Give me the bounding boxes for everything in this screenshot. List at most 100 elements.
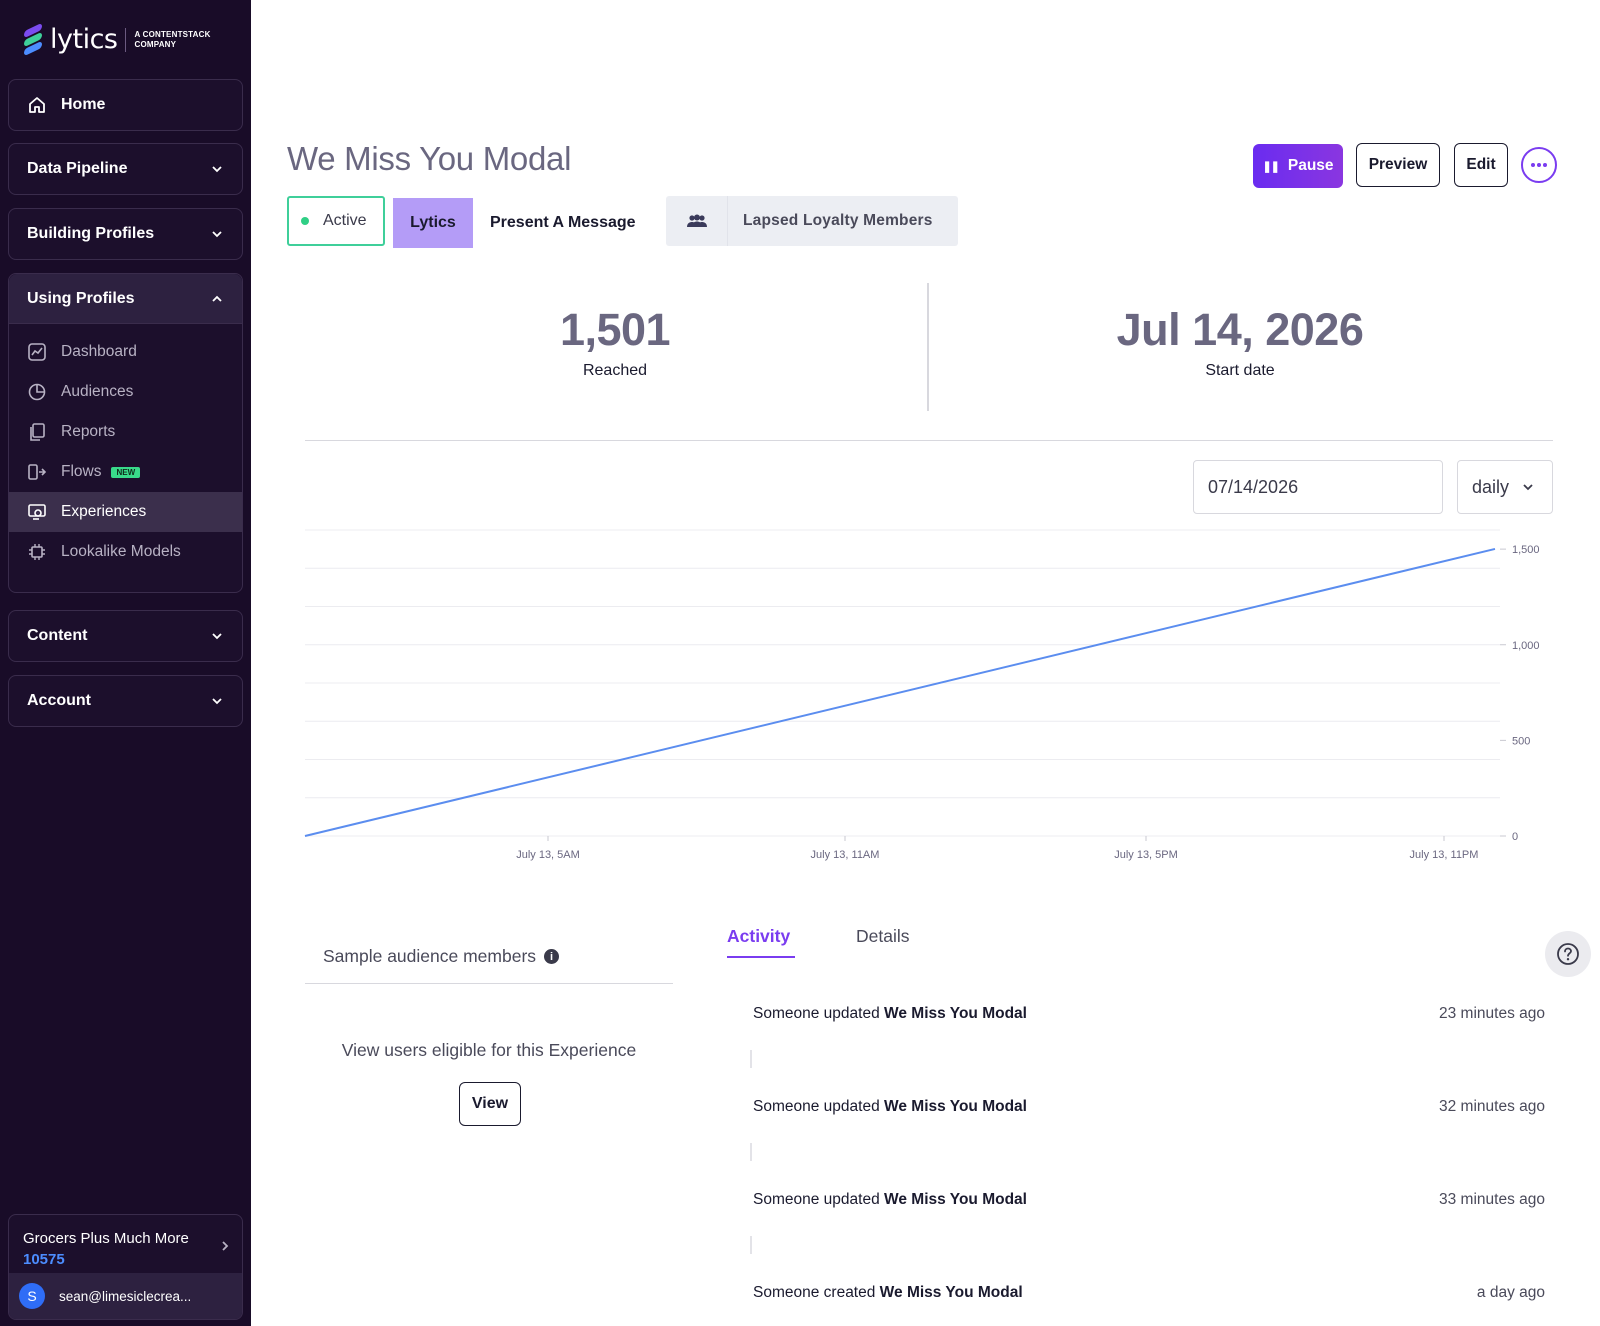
org-switcher[interactable]: Grocers Plus Much More 10575 S sean@lime… bbox=[8, 1214, 243, 1320]
sidebar-item-experiences[interactable]: Experiences bbox=[9, 492, 242, 532]
activity-time: 32 minutes ago bbox=[1439, 1098, 1545, 1115]
chevron-down-icon bbox=[212, 231, 222, 238]
sample-audience-description: View users eligible for this Experience bbox=[341, 1040, 637, 1060]
nav-building-profiles-label: Building Profiles bbox=[27, 225, 155, 242]
reach-line-chart: 0 500 1,000 1,500 July 13, 5AM July 13, 11AM J… bbox=[304, 529, 1540, 861]
org-name: Grocers Plus Much More bbox=[23, 1230, 189, 1247]
sidebar-item-flows[interactable]: Flows NEW bbox=[9, 452, 242, 492]
brand-subtitle-line2: COMPANY bbox=[134, 39, 177, 49]
granularity-value: daily bbox=[1472, 476, 1510, 497]
users-group-icon bbox=[666, 196, 728, 246]
nav-using-profiles-label: Using Profiles bbox=[27, 289, 135, 307]
new-badge: NEW bbox=[111, 466, 141, 478]
chevron-down-icon bbox=[212, 633, 222, 640]
sidebar-item-audiences[interactable]: Audiences bbox=[9, 372, 242, 412]
nav-home[interactable]: Home bbox=[8, 79, 243, 131]
question-circle-icon bbox=[1557, 943, 1579, 965]
x-tick-label: July 13, 5AM bbox=[516, 849, 580, 861]
user-email: sean@limesiclecrea... bbox=[59, 1288, 192, 1304]
nav-data-pipeline-label: Data Pipeline bbox=[27, 160, 128, 177]
status-label: Active bbox=[323, 212, 367, 229]
sidebar-item-label: Flows bbox=[61, 463, 102, 480]
stat-divider bbox=[927, 283, 929, 411]
lytics-logo[interactable]: lytics A CONTENTSTACK COMPANY bbox=[22, 22, 211, 56]
activity-time: a day ago bbox=[1476, 1284, 1545, 1301]
activity-item: Someone created We Miss You Modal a day … bbox=[753, 1284, 1545, 1302]
activity-target: We Miss You Modal bbox=[884, 1005, 1027, 1022]
pause-icon: ❚❚ bbox=[1262, 160, 1279, 173]
sidebar-item-label: Dashboard bbox=[61, 343, 137, 360]
x-tick-label: July 13, 11PM bbox=[1410, 849, 1479, 861]
audience-badge[interactable]: Lapsed Loyalty Members bbox=[666, 196, 958, 246]
org-id: 10575 bbox=[23, 1251, 65, 1268]
activity-connector bbox=[750, 1050, 752, 1068]
sidebar-item-label: Lookalike Models bbox=[61, 543, 181, 560]
granularity-select[interactable]: daily bbox=[1457, 460, 1553, 514]
nav-using-profiles: Using Profiles Dashboard Audiences Repor… bbox=[8, 273, 243, 593]
nav-account[interactable]: Account bbox=[8, 675, 243, 727]
logo-divider bbox=[125, 27, 127, 52]
start-date-stat: Jul 14, 2026 Start date bbox=[1090, 304, 1390, 380]
reached-value: 1,501 bbox=[559, 304, 671, 355]
nav-data-pipeline[interactable]: Data Pipeline bbox=[8, 143, 243, 195]
activity-time: 33 minutes ago bbox=[1439, 1191, 1545, 1208]
sidebar-item-label: Audiences bbox=[61, 383, 134, 400]
activity-target: We Miss You Modal bbox=[879, 1284, 1023, 1301]
nav-content[interactable]: Content bbox=[8, 610, 243, 662]
activity-target: We Miss You Modal bbox=[884, 1191, 1027, 1208]
info-icon[interactable]: i bbox=[544, 949, 560, 964]
section-divider bbox=[305, 440, 1553, 441]
chevron-down-icon bbox=[212, 166, 222, 173]
activity-connector bbox=[750, 1143, 752, 1161]
experience-icon bbox=[28, 504, 46, 520]
sidebar-item-lookalike-models[interactable]: Lookalike Models bbox=[9, 532, 242, 572]
nav-account-label: Account bbox=[27, 692, 91, 709]
nav-building-profiles[interactable]: Building Profiles bbox=[8, 208, 243, 260]
nav-using-profiles-header[interactable]: Using Profiles bbox=[9, 274, 242, 324]
sidebar-item-reports[interactable]: Reports bbox=[9, 412, 242, 452]
activity-item: Someone updated We Miss You Modal 32 min… bbox=[753, 1098, 1545, 1116]
start-date-label: Start date bbox=[1205, 362, 1275, 379]
chevron-down-icon bbox=[1523, 484, 1533, 491]
status-badge: Active bbox=[287, 196, 385, 246]
y-tick-label: 1,500 bbox=[1512, 544, 1540, 556]
sidebar: lytics A CONTENTSTACK COMPANY Home Data … bbox=[0, 0, 251, 1326]
sidebar-item-label: Reports bbox=[61, 423, 116, 440]
preview-button[interactable]: Preview bbox=[1356, 143, 1440, 187]
brand-subtitle-line1: A CONTENTSTACK bbox=[134, 29, 211, 39]
nav-content-label: Content bbox=[27, 627, 88, 644]
chip-icon bbox=[29, 544, 45, 560]
y-tick-label: 0 bbox=[1512, 831, 1518, 843]
pause-button-label: Pause bbox=[1287, 157, 1334, 174]
activity-prefix: Someone updated bbox=[753, 1191, 880, 1208]
y-tick-label: 1,000 bbox=[1512, 640, 1540, 652]
activity-time: 23 minutes ago bbox=[1439, 1005, 1545, 1022]
brand-name: lytics bbox=[50, 24, 118, 55]
activity-item: Someone updated We Miss You Modal 33 min… bbox=[753, 1191, 1545, 1209]
help-button[interactable] bbox=[1545, 931, 1591, 977]
activity-connector bbox=[750, 1236, 752, 1254]
x-tick-label: July 13, 5PM bbox=[1114, 849, 1178, 861]
home-icon bbox=[29, 97, 45, 113]
edit-button[interactable]: Edit bbox=[1454, 143, 1508, 187]
sidebar-item-dashboard[interactable]: Dashboard bbox=[9, 332, 242, 372]
user-menu[interactable]: S sean@limesiclecrea... bbox=[9, 1273, 242, 1319]
chevron-up-icon bbox=[212, 295, 222, 302]
sample-audience-label: Sample audience members bbox=[323, 946, 537, 966]
pause-button[interactable]: ❚❚ Pause bbox=[1253, 144, 1343, 188]
ellipsis-icon bbox=[1531, 163, 1547, 167]
activity-prefix: Someone updated bbox=[753, 1005, 880, 1022]
dashboard-icon bbox=[28, 343, 46, 361]
tab-activity-underline bbox=[727, 956, 795, 958]
more-options-button[interactable] bbox=[1521, 147, 1557, 183]
nav-home-label: Home bbox=[61, 96, 106, 113]
view-users-button[interactable]: View bbox=[459, 1082, 521, 1126]
brand-subtitle: A CONTENTSTACK COMPANY bbox=[134, 30, 210, 50]
sample-divider bbox=[305, 983, 673, 984]
tab-details[interactable]: Details bbox=[856, 926, 910, 946]
reached-label: Reached bbox=[582, 362, 648, 379]
start-date-value: Jul 14, 2026 bbox=[1116, 304, 1364, 355]
tab-activity[interactable]: Activity bbox=[727, 926, 791, 946]
chevron-down-icon bbox=[212, 698, 222, 705]
date-picker-input[interactable]: 07/14/2026 bbox=[1193, 460, 1443, 514]
